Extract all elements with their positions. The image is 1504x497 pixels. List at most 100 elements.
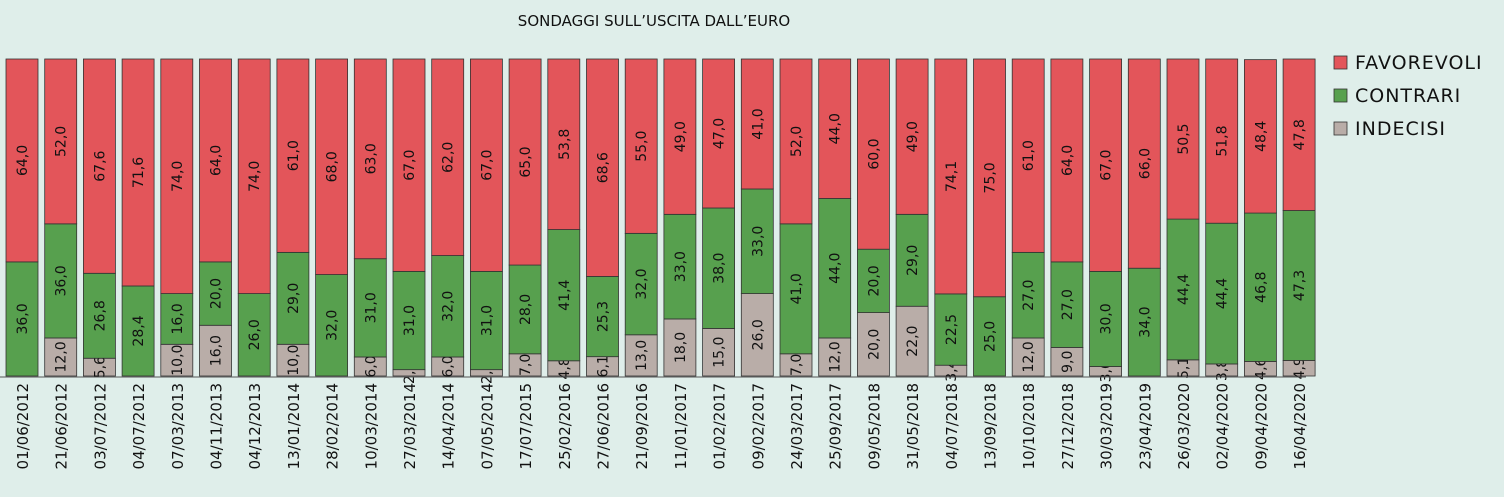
bar-segment-indecisi — [1011, 337, 1045, 377]
data-label-contrari: 20,0 — [209, 278, 225, 309]
data-label-indecisi: 16,0 — [209, 335, 225, 366]
data-label-contrari: 20,0 — [866, 265, 882, 296]
data-label-contrari: 44,4 — [1176, 274, 1192, 305]
data-label-favorevoli: 74,1 — [944, 161, 960, 192]
x-tick-label: 17/07/2015 — [517, 383, 535, 469]
chart-title: SONDAGGI SULL’USCITA DALL’EURO — [518, 12, 790, 30]
bar-segment-favorevoli — [547, 58, 581, 230]
data-label-favorevoli: 68,6 — [596, 152, 612, 183]
x-tick-label: 07/03/2013 — [169, 383, 187, 469]
data-label-favorevoli: 61,0 — [286, 140, 302, 171]
bar-segment-favorevoli — [237, 58, 271, 294]
bar-segment-contrari — [160, 293, 194, 345]
bar-segment-contrari — [740, 188, 774, 294]
bar-segment-favorevoli — [1127, 58, 1161, 269]
x-tick-label: 30/03/2019 — [1098, 383, 1116, 469]
data-label-favorevoli: 66,0 — [1137, 148, 1153, 179]
x-tick-label: 27/12/2018 — [1059, 383, 1077, 469]
data-label-favorevoli: 41,0 — [750, 108, 766, 139]
x-tick-label: 02/04/2020 — [1214, 383, 1232, 469]
bar-segment-favorevoli — [276, 58, 310, 253]
data-label-contrari: 41,4 — [557, 279, 573, 310]
bar-segment-indecisi — [624, 334, 658, 377]
bar-segment-contrari — [624, 232, 658, 336]
data-label-indecisi: 26,0 — [750, 319, 766, 350]
data-label-contrari: 44,0 — [828, 253, 844, 284]
data-label-indecisi: 6,0 — [441, 355, 457, 377]
x-tick-label: 07/05/2014 — [478, 383, 496, 469]
data-label-contrari: 32,0 — [325, 310, 341, 341]
data-label-favorevoli: 67,0 — [1099, 150, 1115, 181]
bar-segment-favorevoli — [895, 58, 929, 215]
x-tick-label: 26/03/2020 — [1175, 383, 1193, 469]
data-label-favorevoli: 67,6 — [92, 150, 108, 181]
data-label-favorevoli: 51,8 — [1215, 126, 1231, 157]
data-label-favorevoli: 49,0 — [673, 121, 689, 152]
data-label-favorevoli: 65,0 — [518, 146, 534, 177]
bar-segment-favorevoli — [663, 58, 697, 215]
bar-segment-contrari — [895, 213, 929, 307]
data-label-favorevoli: 47,0 — [712, 118, 728, 149]
data-label-contrari: 26,8 — [92, 300, 108, 331]
x-tick-label: 21/06/2012 — [53, 383, 71, 469]
bar-segment-contrari — [547, 229, 581, 362]
data-label-contrari: 36,0 — [15, 303, 31, 334]
data-label-favorevoli: 53,8 — [557, 129, 573, 160]
bar-segment-contrari — [1050, 261, 1084, 348]
bar-segment-contrari — [1011, 251, 1045, 339]
data-label-contrari: 31,0 — [479, 305, 495, 336]
data-label-contrari: 25,3 — [596, 301, 612, 332]
data-label-contrari: 31,0 — [363, 292, 379, 323]
bar-segment-contrari — [83, 272, 116, 359]
x-tick-label: 25/02/2016 — [556, 383, 574, 469]
x-tick-label: 04/07/2018 — [943, 383, 961, 469]
bar-segment-indecisi — [663, 318, 697, 377]
bar-segment-favorevoli — [818, 58, 852, 199]
x-tick-label: 13/01/2014 — [285, 383, 303, 469]
x-tick-label: 23/04/2019 — [1136, 383, 1154, 469]
x-tick-label: 04/11/2013 — [208, 383, 226, 469]
bar-segment-favorevoli — [973, 58, 1006, 298]
bar-segment-contrari — [973, 296, 1006, 377]
bar-segment-favorevoli — [431, 58, 465, 256]
bar-segment-contrari — [934, 293, 968, 366]
data-label-favorevoli: 62,0 — [441, 142, 457, 173]
bar-segment-contrari — [199, 261, 232, 326]
bar-segment-contrari — [1244, 212, 1277, 362]
bar-segment-favorevoli — [392, 58, 426, 272]
x-tick-label: 21/09/2016 — [633, 383, 651, 469]
data-label-favorevoli: 48,4 — [1253, 121, 1269, 152]
bar-segment-favorevoli — [1282, 58, 1316, 211]
bars-layer: 36,0 64,0 12,0 36,0 52,0 5,6 26,8 67,6 28,4 71,6 1… — [5, 58, 1316, 384]
bar-segment-favorevoli — [1205, 58, 1239, 224]
bar-segment-favorevoli — [508, 58, 542, 266]
data-label-indecisi: 4,9 — [1292, 357, 1308, 379]
bar-segment-favorevoli — [740, 58, 774, 190]
x-tick-label: 27/06/2016 — [595, 383, 613, 469]
legend-label: INDECISI — [1355, 118, 1446, 140]
data-label-favorevoli: 50,5 — [1176, 123, 1192, 154]
data-label-favorevoli: 55,0 — [634, 131, 650, 162]
data-label-indecisi: 12,0 — [1021, 341, 1037, 372]
bar-segment-favorevoli — [779, 58, 813, 225]
data-label-indecisi: 4,6 — [1253, 357, 1269, 379]
data-label-indecisi: 13,0 — [634, 340, 650, 371]
bar-segment-favorevoli — [469, 58, 503, 272]
data-label-favorevoli: 74,0 — [170, 161, 186, 192]
legend-swatch — [1333, 121, 1348, 136]
bar-segment-favorevoli — [1011, 58, 1045, 253]
data-label-favorevoli: 47,8 — [1292, 119, 1308, 150]
bar-segment-contrari — [431, 255, 465, 358]
data-label-contrari: 27,0 — [1060, 289, 1076, 320]
x-axis-ticks: 01/06/2012 21/06/2012 03/07/2012 04/07/2012… — [14, 383, 1309, 469]
data-label-contrari: 26,0 — [247, 319, 263, 350]
data-label-indecisi: 6,0 — [363, 355, 379, 377]
data-label-favorevoli: 74,0 — [247, 161, 263, 192]
data-label-contrari: 41,0 — [789, 273, 805, 304]
x-tick-label: 27/03/2014 — [401, 383, 419, 469]
bar-segment-contrari — [237, 293, 271, 377]
bar-segment-contrari — [1127, 267, 1161, 377]
data-label-favorevoli: 61,0 — [1021, 140, 1037, 171]
bar-segment-favorevoli — [83, 58, 116, 274]
